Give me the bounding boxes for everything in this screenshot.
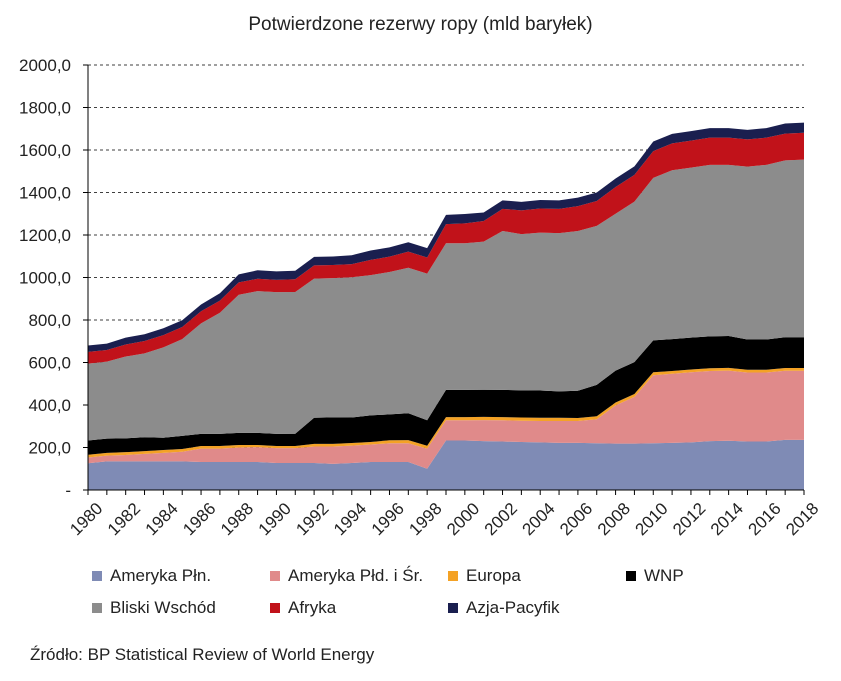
x-tick-label: 2000 xyxy=(443,499,483,539)
area-series-1 xyxy=(88,439,804,490)
y-tick-label: 800,0 xyxy=(28,311,71,330)
x-tick-label: 2012 xyxy=(669,499,709,539)
legend-swatch xyxy=(270,571,280,581)
legend-item: Ameryka Płd. i Śr. xyxy=(270,566,448,586)
legend-swatch xyxy=(626,571,636,581)
x-tick-labels: 1980198219841986198819901992199419961998… xyxy=(66,499,822,539)
x-tick-label: 1994 xyxy=(330,499,370,539)
x-tick-label: 1996 xyxy=(368,499,408,539)
legend-swatch xyxy=(448,603,458,613)
x-tick-label: 1992 xyxy=(292,499,332,539)
x-tick-label: 2010 xyxy=(632,499,672,539)
x-tick-label: 2004 xyxy=(518,499,558,539)
stacked-areas xyxy=(88,122,804,490)
legend-item: Azja-Pacyfik xyxy=(448,598,626,618)
y-tick-label: 1400,0 xyxy=(19,184,71,203)
legend-label: Europa xyxy=(466,566,521,585)
legend-swatch xyxy=(270,603,280,613)
x-tick-label: 1984 xyxy=(142,499,182,539)
y-tick-labels: - 200,0 400,0 600,0 800,0 1000,0 1200,0 1400,0 1… xyxy=(19,56,71,500)
legend-item: Afryka xyxy=(270,598,448,618)
x-tick-label: 1990 xyxy=(255,499,295,539)
y-tick-label: 400,0 xyxy=(28,396,71,415)
x-tick-label: 1986 xyxy=(179,499,219,539)
x-tick-label: 2016 xyxy=(745,499,785,539)
x-tick-label: 1982 xyxy=(104,499,144,539)
legend-label: Ameryka Płn. xyxy=(110,566,212,585)
legend-label: Azja-Pacyfik xyxy=(466,598,560,617)
area-series-7 xyxy=(88,122,804,352)
y-tick-label: 1800,0 xyxy=(19,99,71,118)
x-tick-label: 1998 xyxy=(405,499,445,539)
x-tick-label: 2006 xyxy=(556,499,596,539)
legend: Ameryka Płn. Ameryka Płd. i Śr. Europa WNP B… xyxy=(92,566,812,618)
legend-label: WNP xyxy=(644,566,684,585)
x-tick-label: 2002 xyxy=(481,499,521,539)
legend-swatch xyxy=(92,571,102,581)
legend-label: Afryka xyxy=(288,598,337,617)
area-series-2 xyxy=(88,370,804,469)
y-tick-label: 200,0 xyxy=(28,439,71,458)
chart-title: Potwierdzone rezerwy ropy (mld baryłek) xyxy=(248,14,593,35)
area-series-4 xyxy=(88,335,804,455)
x-tick-label: 1980 xyxy=(66,499,106,539)
x-tick-label: 2008 xyxy=(594,499,634,539)
y-tick-label: 1200,0 xyxy=(19,226,71,245)
axes xyxy=(83,64,805,495)
legend-swatch xyxy=(448,571,458,581)
chart-plot: - 200,0 400,0 600,0 800,0 1000,0 1200,0 1400,0 1… xyxy=(19,56,822,539)
area-series-6 xyxy=(88,132,804,364)
y-tick-label: 600,0 xyxy=(28,354,71,373)
legend-swatch xyxy=(92,603,102,613)
source-note: Źródło: BP Statistical Review of World E… xyxy=(30,645,375,664)
legend-label: Bliski Wschód xyxy=(110,598,216,617)
legend-item: Europa xyxy=(448,566,626,586)
y-tick-label: 1600,0 xyxy=(19,141,71,160)
y-tick-label: 2000,0 xyxy=(19,56,71,75)
area-series-5 xyxy=(88,159,804,441)
legend-item: WNP xyxy=(626,566,804,586)
x-tick-label: 2014 xyxy=(707,499,747,539)
legend-label: Ameryka Płd. i Śr. xyxy=(288,566,424,585)
y-tick-label: - xyxy=(65,481,71,500)
y-tick-label: 1000,0 xyxy=(19,269,71,288)
legend-item: Ameryka Płn. xyxy=(92,566,270,586)
legend-item: Bliski Wschód xyxy=(92,598,270,618)
x-tick-label: 2018 xyxy=(782,499,822,539)
x-tick-label: 1988 xyxy=(217,499,257,539)
